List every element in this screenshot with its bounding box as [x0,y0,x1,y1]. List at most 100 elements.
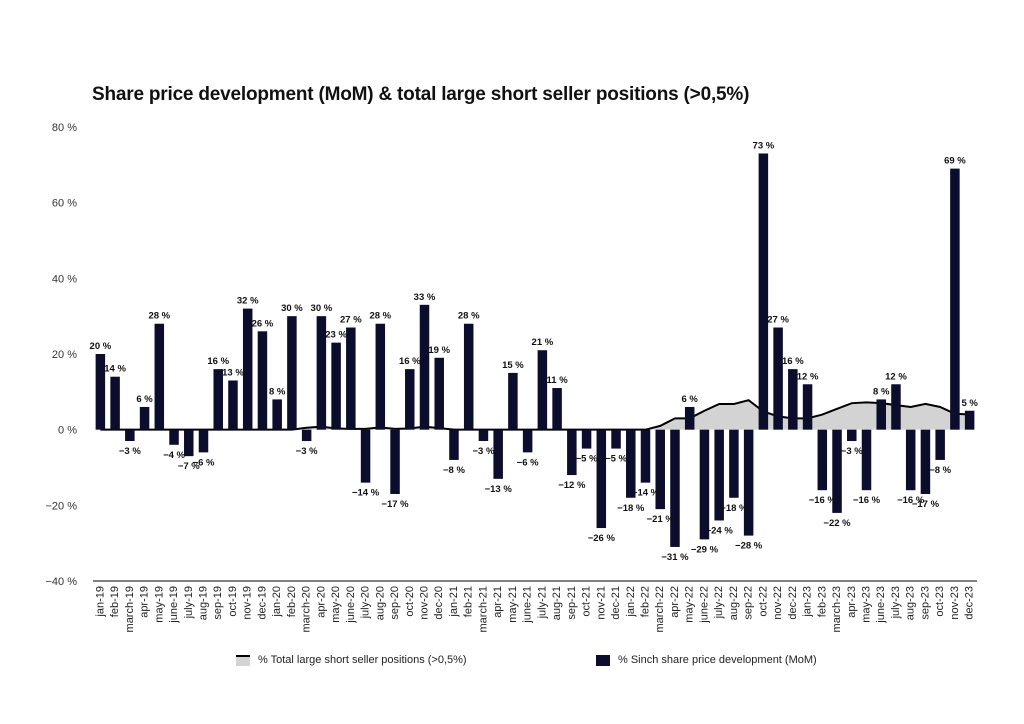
bar-oct-20 [405,369,415,430]
bar-apr-21 [493,429,503,479]
x-tick-label: feb-22 [640,586,652,617]
bar-july-21 [537,350,548,430]
x-tick-label: nov-22 [772,586,784,620]
y-tick-label: −20 % [46,500,78,512]
bar-label-july-22: −24 % [706,525,734,536]
bar-feb-23 [817,429,828,491]
bar-label-dec-20: 19 % [428,345,450,356]
legend-item-share-price: % Sinch share price development (MoM) [596,654,817,666]
x-tick-label: may-23 [861,586,873,623]
bar-label-oct-19: 13 % [222,367,244,378]
x-tick-label: june-22 [698,586,710,624]
bar-oct-22 [758,153,769,430]
bar-label-nov-19: 32 % [237,296,259,307]
x-tick-label: aug-22 [728,586,740,620]
x-tick-label: march-22 [654,586,666,632]
x-tick-label: apr-20 [315,586,327,618]
bar-june-20 [346,327,356,430]
bar-label-sep-22: −28 % [735,541,763,552]
x-tick-label: may-20 [330,586,342,623]
bar-label-jan-22: −18 % [617,503,645,514]
x-tick-label: dec-22 [787,586,799,620]
bar-label-nov-20: 33 % [414,292,436,303]
bar-nov-21 [596,429,607,529]
x-tick-label: jan-22 [625,586,637,618]
bar-label-feb-22: −14 % [632,488,660,499]
bar-may-23 [861,429,872,491]
x-tick-label: apr-23 [846,586,858,618]
x-tick-label: nov-19 [242,586,254,620]
bar-label-may-19: 28 % [148,311,170,322]
bar-dec-23 [964,410,975,430]
bar-july-20 [360,429,371,483]
x-tick-label: march-21 [477,586,489,632]
bar-label-june-22: −29 % [691,544,719,555]
bar-label-dec-23: 5 % [961,398,978,409]
x-tick-label: dec-20 [433,586,445,620]
bar-label-july-19: −7 % [178,461,200,472]
bar-label-sep-23: −17 % [912,499,940,510]
bar-label-feb-20: 30 % [281,303,303,314]
bar-aug-22 [729,429,739,498]
x-tick-label: may-22 [684,586,696,623]
y-axis: −40 % −20 % 0 % 20 % 40 % 60 % 80 % [46,122,78,588]
bar-label-dec-22: 16 % [782,356,804,367]
bar-label-july-20: −14 % [352,488,380,499]
bar-label-oct-21: −5 % [576,454,598,465]
x-tick-label: dec-23 [964,586,976,620]
bar-dec-22 [788,369,798,430]
legend-item-short-positions: % Total large short seller positions (>0… [236,654,467,666]
x-tick-label: june-21 [522,586,534,624]
legend-label-short-positions: % Total large short seller positions (>0… [258,654,467,666]
bar-aug-20 [375,323,386,430]
legend-swatch-area [236,654,250,666]
bar-label-jan-20: 8 % [269,386,286,397]
bar-oct-21 [581,429,592,449]
bar-apr-19 [139,406,150,430]
bar-label-may-23: −16 % [853,495,881,506]
x-tick-label: july-20 [360,586,372,619]
bar-label-aug-23: −16 % [897,495,925,506]
y-tick-label: 20 % [52,349,77,361]
x-tick-label: sep-23 [919,586,931,620]
bar-jan-23 [802,384,813,430]
bar-label-july-21: 21 % [532,337,554,348]
x-tick-label: march-23 [831,586,843,632]
bar-apr-20 [316,316,327,430]
x-tick-label: aug-21 [551,586,563,620]
x-tick-label: sep-22 [743,586,755,620]
short-position-line [100,399,970,431]
bar-data-labels: 20 %14 %−3 %6 %28 %−4 %−7 %−6 %16 %13 %3… [90,140,979,562]
bar-label-aug-19: −6 % [193,457,215,468]
bar-label-jan-21: −8 % [443,465,465,476]
bar-sep-19 [213,369,223,430]
x-axis: jan-19 feb-19 march-19 apr-19 may-19 june-19 j… [93,580,977,632]
x-tick-label: july-23 [890,586,902,619]
bar-label-sep-19: 16 % [207,356,229,367]
x-tick-label: apr-22 [669,586,681,618]
y-tick-label: 60 % [52,198,77,210]
x-tick-label: aug-23 [905,586,917,620]
y-tick-label: 80 % [52,122,77,134]
x-tick-label: feb-23 [816,586,828,617]
bar-may-21 [508,372,518,430]
bar-label-june-20: 27 % [340,315,362,326]
bar-label-march-21: −3 % [472,446,494,457]
bar-label-march-22: −21 % [647,514,675,525]
bar-label-apr-19: 6 % [136,394,153,405]
bar-label-jan-23: 12 % [797,371,819,382]
bar-label-apr-21: −13 % [485,484,513,495]
bar-march-21 [478,429,489,442]
x-tick-label: jan-21 [448,586,460,618]
bar-label-oct-20: 16 % [399,356,421,367]
legend-label-share-price: % Sinch share price development (MoM) [618,654,817,666]
x-tick-label: sep-19 [212,586,224,620]
share-price-bars [95,153,975,547]
bar-label-oct-23: −8 % [929,465,951,476]
bar-dec-19 [257,331,268,430]
bar-label-aug-20: 28 % [369,311,391,322]
x-tick-label: feb-19 [109,586,121,617]
bar-label-feb-19: 14 % [104,364,126,375]
legend-swatch-bar [596,654,610,666]
